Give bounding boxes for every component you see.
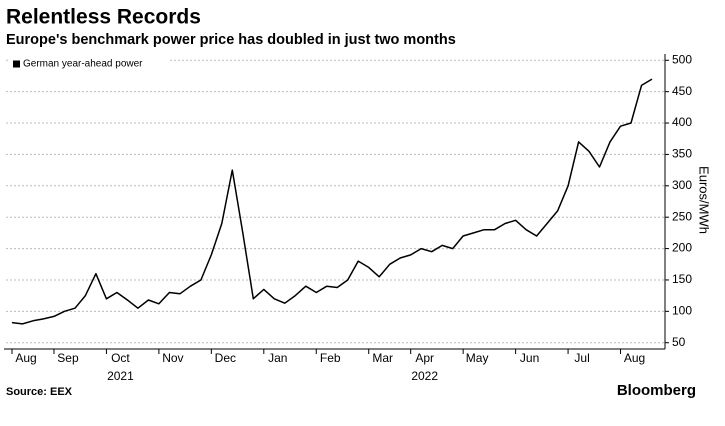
legend-swatch bbox=[13, 60, 20, 68]
x-tick-label: Feb bbox=[320, 351, 341, 365]
y-tick-label: 450 bbox=[672, 84, 692, 98]
y-tick-label: 250 bbox=[672, 209, 692, 223]
y-tick-label: 400 bbox=[672, 115, 692, 129]
source: Source: EEX bbox=[6, 386, 73, 398]
x-tick-label: Dec bbox=[215, 351, 236, 365]
y-tick-label: 50 bbox=[672, 335, 686, 349]
x-tick-label: Jan bbox=[268, 351, 287, 365]
x-tick-label: Aug bbox=[15, 351, 36, 365]
y-tick-label: 300 bbox=[672, 178, 692, 192]
x-tick-label: Nov bbox=[162, 351, 183, 365]
x-tick-label: Mar bbox=[372, 351, 393, 365]
y-tick-label: 100 bbox=[672, 304, 692, 318]
legend-box bbox=[8, 55, 168, 73]
data-line bbox=[11, 78, 653, 325]
y-tick-label: 200 bbox=[672, 241, 692, 255]
x-tick-label: Apr bbox=[415, 351, 434, 365]
x-tick-label: Jun bbox=[520, 351, 539, 365]
x-tick-label: Jul bbox=[574, 351, 589, 365]
x-tick-label: Aug bbox=[624, 351, 645, 365]
chart-subtitle: Europe's benchmark power price has doubl… bbox=[6, 32, 456, 48]
y-tick-label: 150 bbox=[672, 272, 692, 286]
legend-label: German year-ahead power bbox=[23, 59, 143, 70]
y-tick-label: 500 bbox=[672, 52, 692, 66]
year-label: 2021 bbox=[107, 369, 134, 383]
x-tick-label: Oct bbox=[111, 351, 130, 365]
x-tick-label: Sep bbox=[57, 351, 79, 365]
x-tick-label: May bbox=[466, 351, 489, 365]
y-axis-title: Euros/MWh bbox=[697, 166, 712, 234]
brand: Bloomberg bbox=[617, 382, 696, 399]
chart-title: Relentless Records bbox=[6, 6, 201, 29]
y-tick-label: 350 bbox=[672, 147, 692, 161]
year-label: 2022 bbox=[411, 369, 438, 383]
